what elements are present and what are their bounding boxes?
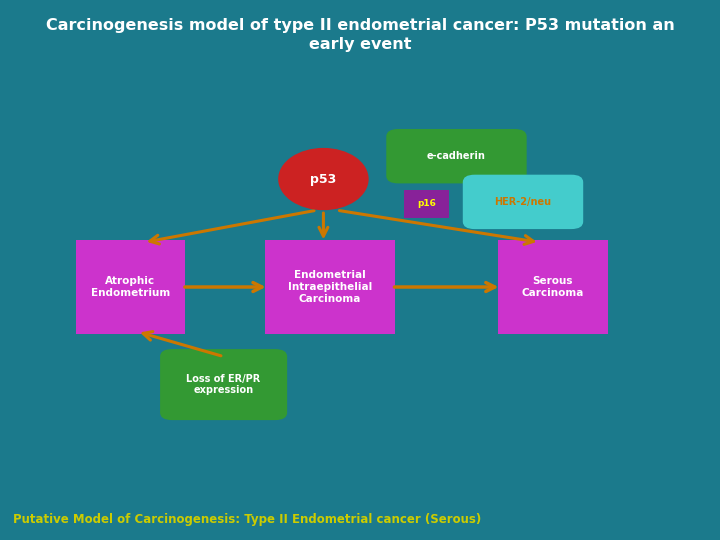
- Text: p53: p53: [310, 173, 336, 186]
- FancyBboxPatch shape: [160, 349, 287, 420]
- Text: Putative Model of Carcinogenesis: Type II Endometrial cancer (Serous): Putative Model of Carcinogenesis: Type I…: [13, 514, 481, 526]
- Text: Carcinogenesis model of type II endometrial cancer: P53 mutation an
early event: Carcinogenesis model of type II endometr…: [45, 18, 675, 52]
- Text: e-cadherin: e-cadherin: [427, 151, 486, 161]
- Ellipse shape: [278, 148, 369, 210]
- FancyBboxPatch shape: [463, 174, 583, 229]
- Text: Serous
Carcinoma: Serous Carcinoma: [522, 276, 584, 298]
- FancyBboxPatch shape: [498, 240, 608, 334]
- Text: Endometrial
Intraepithelial
Carcinoma: Endometrial Intraepithelial Carcinoma: [288, 271, 372, 303]
- FancyBboxPatch shape: [76, 240, 185, 334]
- Text: Loss of ER/PR
expression: Loss of ER/PR expression: [186, 374, 261, 395]
- Text: Atrophic
Endometrium: Atrophic Endometrium: [91, 276, 170, 298]
- FancyBboxPatch shape: [386, 129, 526, 184]
- FancyBboxPatch shape: [265, 240, 395, 334]
- Text: p16: p16: [417, 199, 436, 208]
- Text: HER-2/neu: HER-2/neu: [495, 197, 552, 207]
